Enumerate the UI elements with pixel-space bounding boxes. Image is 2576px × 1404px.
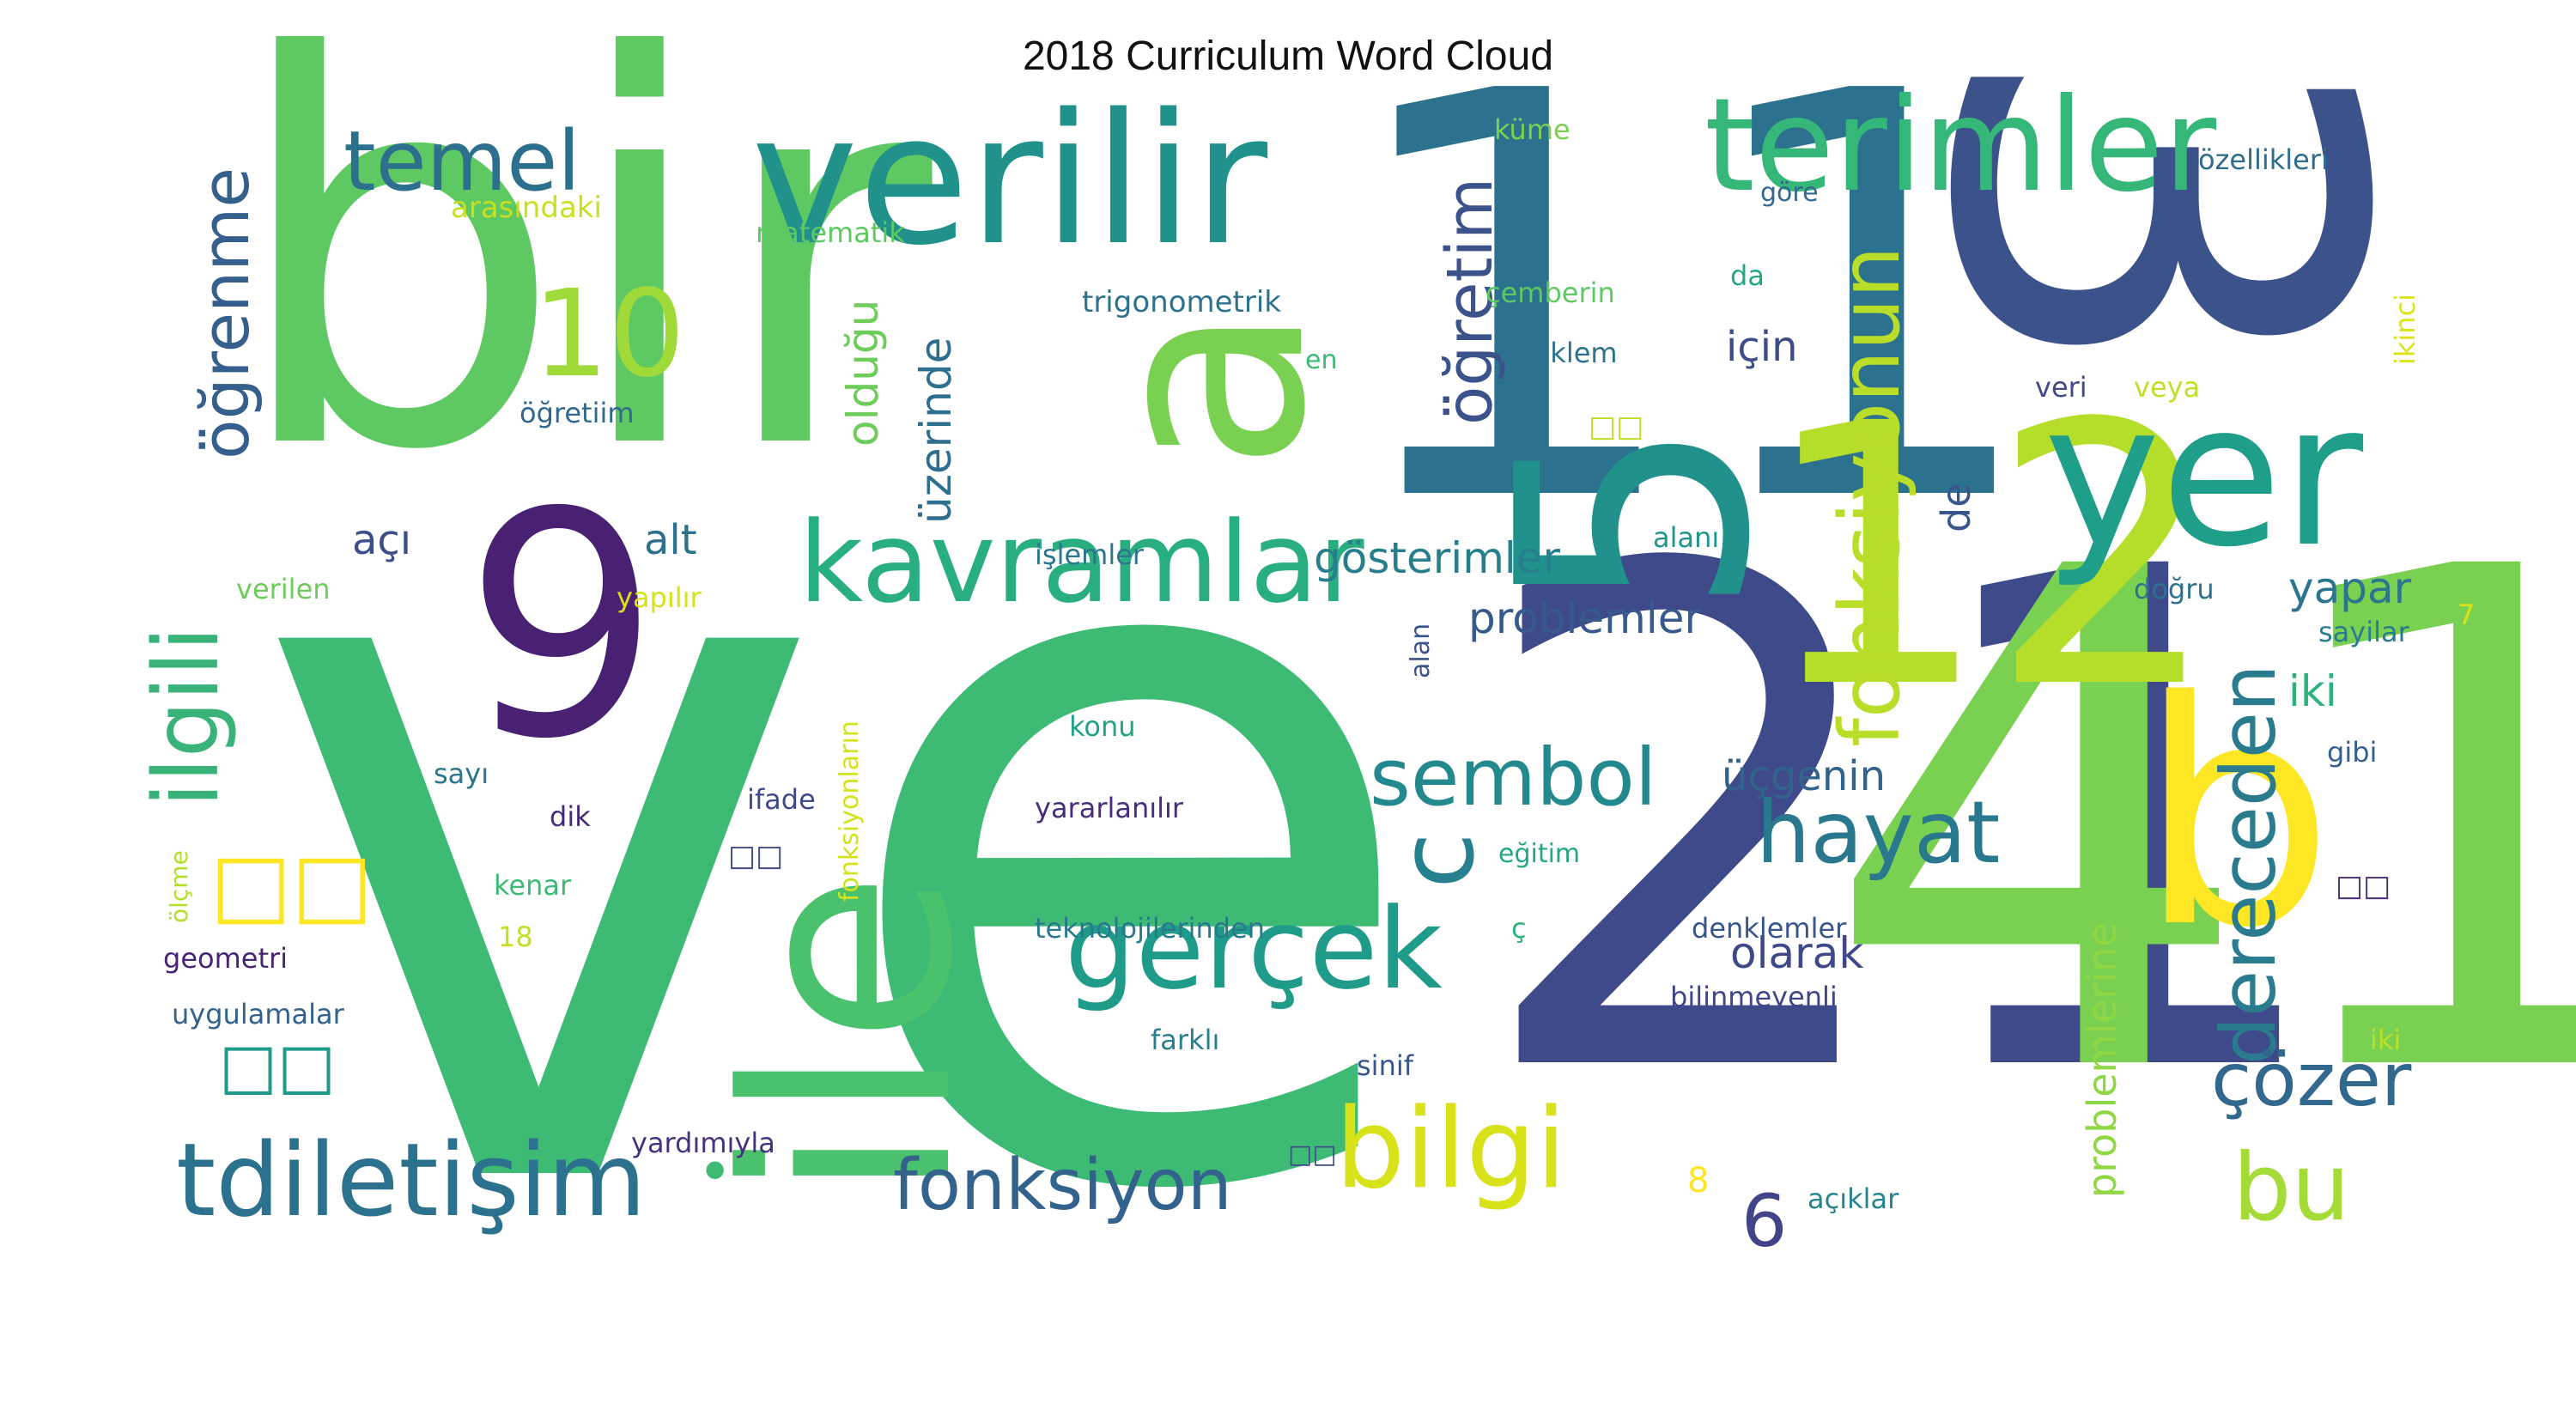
cloud-word: □□	[1288, 1140, 1337, 1170]
cloud-word: da	[1730, 259, 1765, 292]
cloud-word: çözer	[2211, 1037, 2412, 1123]
cloud-word: fonksiyonların	[835, 720, 865, 902]
cloud-word: ikinci	[2389, 293, 2421, 365]
cloud-word: kavramlar	[799, 497, 1364, 628]
cloud-word: doğru	[2134, 573, 2215, 605]
cloud-word: 7	[2458, 599, 2476, 631]
cloud-word: ifade	[747, 783, 816, 816]
cloud-word: dik	[550, 800, 591, 833]
cloud-word: alan	[1406, 623, 1436, 678]
cloud-word: yararlanılır	[1035, 792, 1184, 824]
cloud-word: sinif	[1357, 1049, 1413, 1082]
cloud-word: verilen	[236, 573, 331, 605]
cloud-word: □□	[219, 1030, 337, 1102]
cloud-word: dereceden	[2204, 664, 2293, 1065]
cloud-word: ilgili	[134, 626, 239, 808]
cloud-word: fonksiyon	[893, 1145, 1232, 1226]
cloud-word: matematik	[756, 216, 905, 249]
cloud-word: arasındaki	[451, 191, 602, 225]
cloud-word: de	[1933, 483, 1979, 533]
cloud-word: ölçme	[165, 850, 193, 923]
cloud-word: hayat	[1756, 782, 2001, 883]
cloud-word: bu	[2233, 1134, 2351, 1242]
cloud-word: göre	[1760, 178, 1819, 208]
cloud-word: alanı	[1653, 521, 1720, 554]
cloud-word: eğitim	[1498, 839, 1581, 869]
cloud-word: problemler	[1468, 593, 1703, 643]
cloud-word: açıklar	[1807, 1182, 1899, 1215]
cloud-word: a	[1047, 303, 1366, 472]
cloud-word: □□	[210, 834, 373, 934]
cloud-word: iki	[2288, 666, 2337, 716]
cloud-word: problemlerine	[2079, 922, 2125, 1198]
cloud-word: özellikleri	[2198, 143, 2329, 176]
cloud-word: •	[697, 1137, 733, 1207]
cloud-word: 11	[1335, 0, 2046, 625]
cloud-word: geometri	[163, 942, 289, 975]
cloud-word: 41	[1820, 424, 2576, 1225]
cloud-word: veya	[2134, 371, 2201, 404]
cloud-word: gösterimler	[1314, 533, 1561, 583]
cloud-word: gibi	[2327, 736, 2378, 769]
cloud-word: b	[2138, 635, 2335, 995]
page-title: 2018 Curriculum Word Cloud	[1022, 33, 1554, 79]
cloud-word: sayı	[434, 757, 489, 790]
cloud-word: işlemler	[1035, 538, 1145, 571]
cloud-word: ç	[1511, 912, 1527, 945]
cloud-word: 5	[1451, 416, 1820, 618]
cloud-word: yapılır	[617, 581, 702, 614]
cloud-word: teknolojilerinden	[1035, 912, 1266, 945]
cloud-word: 10	[532, 264, 686, 404]
cloud-word: bir	[228, 0, 933, 567]
cloud-word: üzerinde	[911, 337, 961, 524]
cloud-word: gerçek	[1065, 884, 1443, 1014]
cloud-word: trigonometrik	[1082, 285, 1281, 319]
cloud-word: terimler	[1704, 71, 2217, 221]
cloud-word: bilgi	[1335, 1085, 1567, 1213]
cloud-word: 9	[464, 447, 661, 806]
cloud-word: çemberin	[1485, 277, 1615, 309]
cloud-word: 12	[1760, 348, 2220, 768]
cloud-word: temel	[343, 113, 580, 210]
cloud-word: denklemler	[1692, 912, 1847, 945]
cloud-word: 18	[498, 921, 533, 953]
cloud-word: denklem	[1498, 337, 1618, 369]
cloud-word: 21	[1468, 424, 2342, 1225]
cloud-word: kenar	[494, 869, 572, 902]
cloud-word: öğretiim	[519, 397, 635, 429]
cloud-word: olarak	[1730, 928, 1864, 978]
word-cloud: ve bir 11 3 21 41 12 ile a 5 9 verilir t…	[134, 0, 2576, 1324]
cloud-word: tdiletişim	[176, 1121, 647, 1239]
cloud-word: alt	[644, 516, 697, 564]
cloud-word: küme	[1494, 113, 1571, 146]
cloud-word: c	[1378, 832, 1498, 889]
cloud-word: sayilar	[2318, 616, 2409, 648]
cloud-word: veri	[2035, 371, 2087, 404]
cloud-word: □□	[1589, 410, 1644, 444]
cloud-word: 6	[1741, 1179, 1788, 1263]
cloud-word: □	[1790, 1029, 1812, 1055]
cloud-word: fonksiyonun	[1822, 246, 1918, 747]
cloud-word: iki	[2370, 1024, 2402, 1056]
cloud-word: konu	[1069, 710, 1136, 743]
cloud-word: yer	[2044, 362, 2364, 591]
cloud-word: farklı	[1151, 1024, 1220, 1056]
cloud-word: ve	[249, 264, 1431, 1404]
cloud-word: bilinmeyenli	[1670, 981, 1838, 1013]
cloud-word: yardımıyla	[631, 1127, 775, 1159]
cloud-word: en	[1305, 345, 1338, 375]
cloud-word: □□	[728, 839, 784, 873]
cloud-word: öğrenme	[187, 167, 264, 459]
cloud-word: verilir	[751, 75, 1268, 285]
cloud-word: açı	[352, 516, 412, 564]
cloud-word: olduğu	[838, 299, 888, 447]
cloud-word: sembol	[1370, 732, 1657, 824]
cloud-word: üçgenin	[1722, 752, 1886, 800]
cloud-word: için	[1726, 323, 1798, 371]
cloud-word: 8	[1687, 1161, 1710, 1200]
cloud-word: □□	[2336, 869, 2391, 903]
cloud-word: yapar	[2288, 563, 2412, 613]
cloud-word: uygulamalar	[172, 998, 344, 1030]
